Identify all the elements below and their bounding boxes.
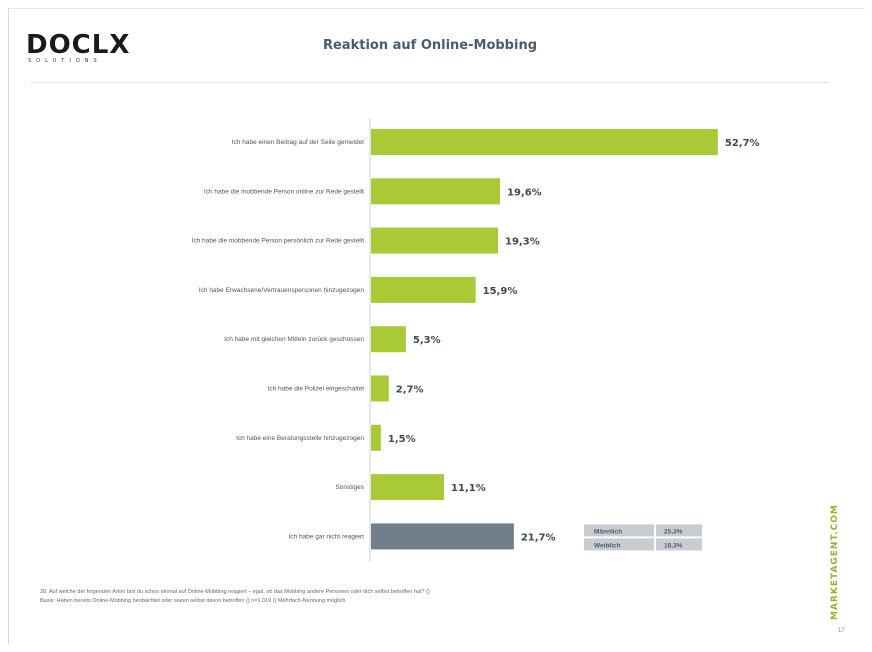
- value-label: 1,5%: [388, 434, 416, 445]
- page-title: Reaktion auf Online-Mobbing: [322, 38, 538, 53]
- bar: [371, 474, 445, 501]
- value-label: 52,7%: [725, 138, 760, 149]
- category-label: Ich habe Erwachsene/Vertrauenspersonen h…: [199, 287, 365, 294]
- breakdown-value: 25,3%: [664, 528, 683, 535]
- bar: [371, 424, 381, 451]
- footnote-question: 28. Auf welche der folgenden Arten bist …: [40, 589, 430, 595]
- company-logo-subtext: SOLUTIONS: [28, 58, 102, 64]
- breakdown-label: Männlich: [594, 528, 622, 535]
- value-label: 15,9%: [483, 286, 518, 297]
- header-divider: [30, 82, 830, 83]
- bar: [371, 178, 501, 205]
- footnote-basis: Basis: Haben bereits Online-Mobbing beob…: [40, 598, 346, 604]
- breakdown-label: Weiblich: [594, 542, 621, 549]
- category-label: Ich habe die mobbende Person persönlich …: [192, 238, 365, 245]
- value-label: 2,7%: [396, 385, 424, 396]
- bar: [371, 276, 476, 303]
- bar: [371, 129, 718, 155]
- value-label: 19,6%: [507, 187, 542, 198]
- category-label: Ich habe die mobbende Person online zur …: [204, 188, 364, 195]
- page-number: 17: [838, 628, 845, 634]
- company-logo: DOCLX: [26, 30, 131, 60]
- category-label: Ich habe einen Beitrag auf der Seite gem…: [232, 139, 364, 146]
- bar: [371, 523, 514, 550]
- footnote: 28. Auf welche der folgenden Arten bist …: [40, 588, 810, 606]
- bar: [371, 375, 389, 402]
- value-label: 19,3%: [505, 237, 540, 248]
- bar: [371, 227, 499, 254]
- brand-text: MARKETAGENT.COM: [830, 504, 840, 620]
- category-label: Ich habe gar nicht reagiert: [288, 533, 364, 540]
- breakdown-value-cell: [656, 538, 702, 551]
- category-label: Ich habe eine Beratungsstelle hinzugezog…: [236, 435, 364, 442]
- value-label: 21,7%: [521, 532, 556, 543]
- category-label: Ich habe mit gleichen Mitteln zurück ges…: [224, 336, 364, 343]
- bar: [371, 326, 406, 353]
- value-label: 5,3%: [413, 335, 441, 346]
- category-label: Ich habe die Polizei eingeschaltet: [268, 386, 365, 393]
- breakdown-value-cell: [656, 524, 702, 537]
- breakdown-label-cell: [584, 524, 654, 537]
- brand-watermark: MARKETAGENT.COM: [818, 480, 840, 620]
- breakdown-label-cell: [584, 538, 654, 551]
- category-label: Sonstiges: [335, 484, 364, 491]
- breakdown-value: 18,3%: [664, 542, 683, 549]
- value-label: 11,1%: [451, 483, 486, 494]
